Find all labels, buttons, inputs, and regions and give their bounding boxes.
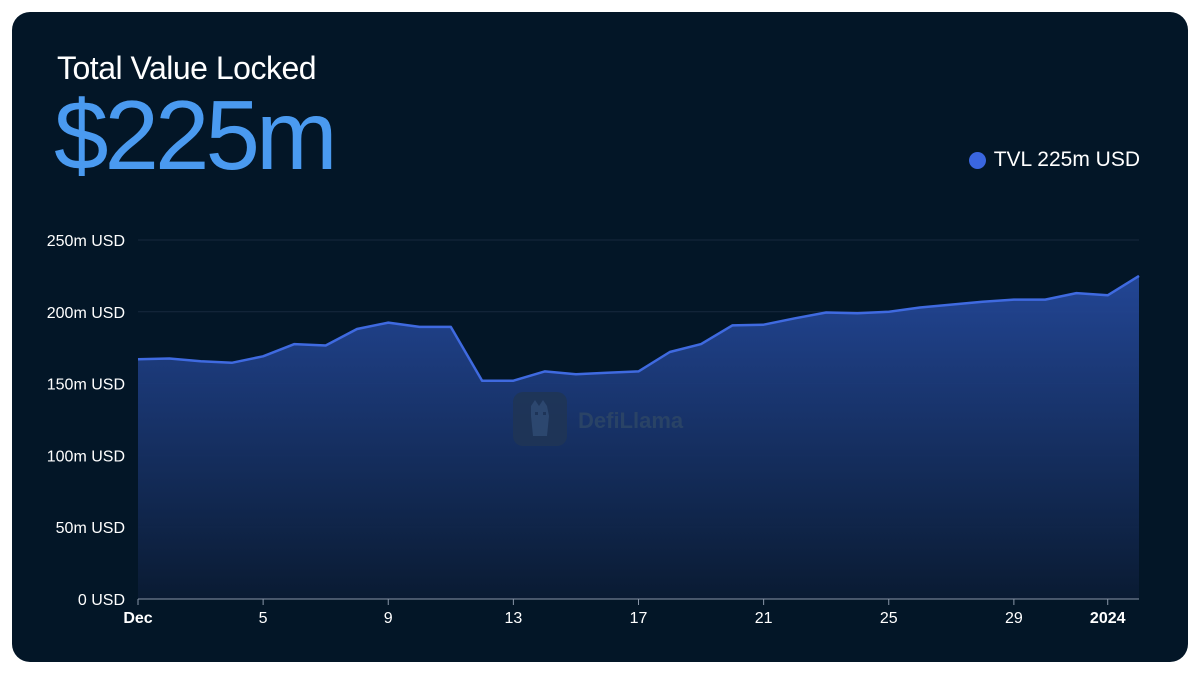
x-tick-label: 21 bbox=[755, 610, 773, 627]
legend-dot-icon bbox=[968, 151, 986, 169]
area-fill bbox=[138, 275, 1139, 599]
x-tick-label: 9 bbox=[384, 610, 393, 627]
watermark-text: DefiLlama bbox=[578, 408, 684, 433]
y-tick-label: 200m USD bbox=[47, 305, 125, 322]
x-tick-label: 17 bbox=[630, 610, 648, 627]
x-tick-label: 2024 bbox=[1090, 610, 1126, 627]
legend-label: TVL 225m USD bbox=[993, 148, 1140, 171]
y-tick-label: 150m USD bbox=[47, 377, 125, 394]
y-tick-label: 100m USD bbox=[47, 448, 125, 465]
x-tick-label: 25 bbox=[880, 610, 898, 627]
legend[interactable]: TVL 225m USD bbox=[968, 148, 1140, 172]
y-tick-label: 250m USD bbox=[47, 233, 125, 250]
tvl-value: $225m bbox=[54, 80, 338, 190]
y-tick-label: 50m USD bbox=[56, 520, 125, 537]
chart-title: Total Value Locked bbox=[57, 50, 317, 86]
x-tick-label: Dec bbox=[123, 610, 152, 627]
area-series bbox=[137, 274, 1140, 599]
watermark: DefiLlama bbox=[513, 392, 684, 446]
x-tick-label: 29 bbox=[1005, 610, 1023, 627]
axes: 0 USD 50m USD 100m USD 150m USD 200m USD 250m… bbox=[47, 233, 1139, 627]
series-line bbox=[137, 274, 1140, 382]
x-tick-label: 13 bbox=[504, 610, 522, 627]
y-tick-label: 0 USD bbox=[78, 592, 125, 609]
x-tick-label: 5 bbox=[259, 610, 268, 627]
llama-logo-icon bbox=[513, 392, 567, 446]
